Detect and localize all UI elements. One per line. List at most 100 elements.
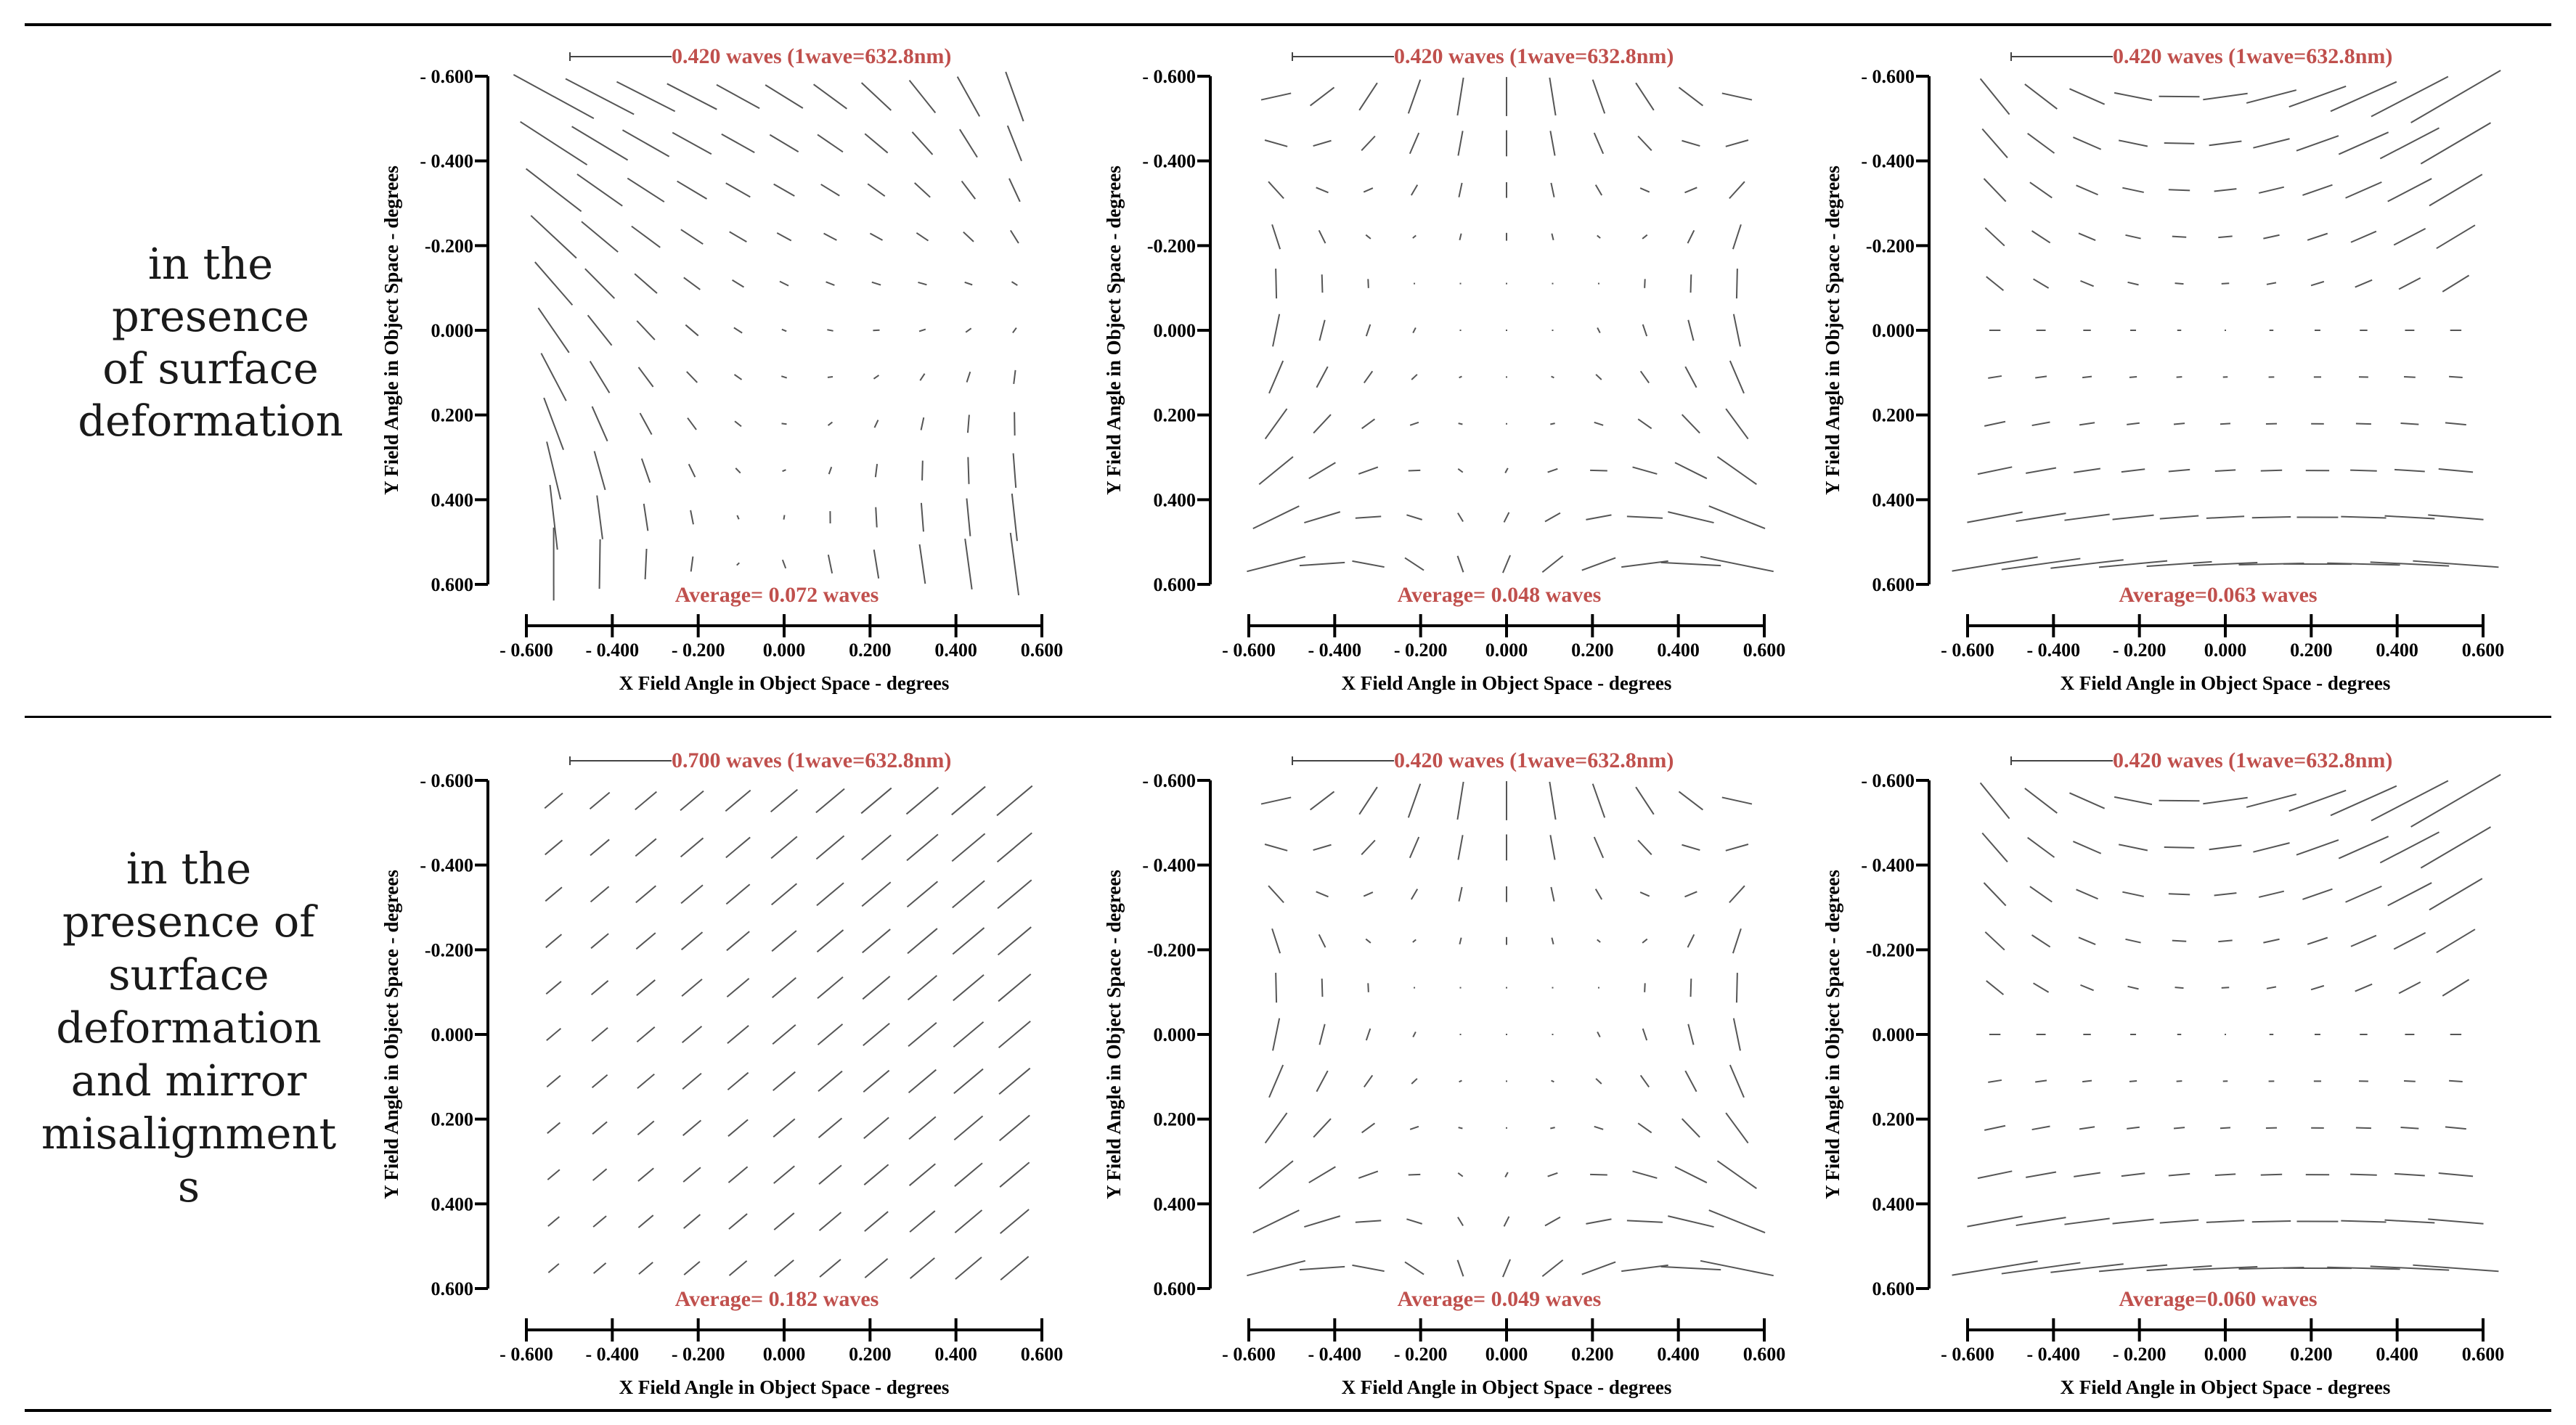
vector-mark xyxy=(2379,127,2440,160)
vector-mark xyxy=(728,1213,748,1230)
vector-mark xyxy=(1700,1259,1774,1277)
vector-mark xyxy=(1456,555,1464,573)
vector-mark xyxy=(1637,418,1652,430)
vector-mark xyxy=(1986,980,2005,995)
y-tick-label: 0.400 xyxy=(1154,1193,1197,1214)
vector-mark xyxy=(627,177,665,203)
x-tick-label: - 0.400 xyxy=(585,640,639,661)
x-tick-label: 0.600 xyxy=(2462,640,2505,661)
y-tick-label: -0.200 xyxy=(1147,939,1196,960)
vector-mark xyxy=(1318,229,1326,244)
vector-mark xyxy=(2027,837,2055,858)
vector-mark xyxy=(690,510,694,525)
vector-mark xyxy=(576,173,623,207)
vector-mark xyxy=(1681,1118,1700,1138)
x-tick-label: 0.000 xyxy=(1485,640,1528,661)
vector-mark xyxy=(816,882,844,907)
vector-mark xyxy=(965,327,972,333)
vector-mark xyxy=(2220,1127,2231,1130)
vector-mark xyxy=(2033,982,2050,993)
vector-mark xyxy=(1409,1125,1419,1130)
vector-mark xyxy=(2127,281,2139,286)
vector-mark xyxy=(864,1258,889,1278)
x-tick-label: 0.200 xyxy=(1571,1344,1614,1365)
vector-mark xyxy=(1456,781,1464,820)
vector-mark xyxy=(863,1069,890,1093)
vector-mark xyxy=(2436,224,2476,250)
vector-mark xyxy=(1981,832,2008,862)
vector-mark xyxy=(1009,532,1020,596)
vector-mark xyxy=(2031,230,2051,244)
vector-mark xyxy=(545,934,563,949)
vector-mark xyxy=(1459,375,1462,379)
vector-mark xyxy=(2400,422,2419,425)
vector-mark xyxy=(1668,511,1714,524)
vector-mark xyxy=(1409,836,1420,859)
vector-mark xyxy=(1632,1170,1658,1179)
vector-mark xyxy=(2307,232,2328,241)
vector-mark xyxy=(1457,513,1464,523)
vector-mark xyxy=(770,788,799,813)
vector-mark xyxy=(1410,889,1419,900)
vector-mark xyxy=(954,1162,983,1187)
vector-mark xyxy=(2350,934,2377,947)
vector-mark xyxy=(1409,132,1420,155)
y-tick-label: 0.000 xyxy=(431,320,474,341)
y-axis-label: Y Field Angle in Object Space - degrees xyxy=(1822,870,1843,1199)
vector-mark xyxy=(2173,1127,2185,1130)
vector-mark xyxy=(683,277,701,290)
vector-mark xyxy=(616,81,676,113)
y-tick-label: 0.600 xyxy=(1154,574,1197,595)
vector-mark xyxy=(2214,892,2237,897)
vector-mark xyxy=(2310,280,2325,287)
vector-mark xyxy=(2035,1079,2047,1083)
vector-mark xyxy=(2307,936,2328,945)
vector-mark xyxy=(2218,939,2233,943)
vector-mark xyxy=(1316,187,1329,194)
vector-mark xyxy=(1729,181,1745,200)
x-tick-label: 0.000 xyxy=(1485,1344,1528,1365)
vector-mark xyxy=(2345,885,2382,903)
vector-mark xyxy=(2429,173,2483,207)
vector-mark xyxy=(681,979,703,997)
vector-mark xyxy=(1984,1124,2006,1131)
vector-mark xyxy=(1621,1264,1668,1273)
row-label-deformation-misalignment: in the presence of surface deformation a… xyxy=(36,842,341,1213)
vector-mark xyxy=(920,502,924,532)
vector-mark xyxy=(1586,514,1612,520)
vector-mark xyxy=(1458,182,1463,197)
vector-mark xyxy=(2218,235,2233,239)
vector-mark xyxy=(643,503,649,531)
vector-mark xyxy=(2159,1219,2199,1224)
vector-mark xyxy=(2029,181,2053,199)
vector-mark xyxy=(2338,836,2389,860)
vector-mark xyxy=(1595,1078,1602,1085)
vector-mark xyxy=(591,1026,608,1042)
vector-mark xyxy=(2206,515,2245,519)
vector-mark xyxy=(2398,277,2421,290)
vector-mark xyxy=(1352,560,1385,568)
vector-mark xyxy=(863,1116,889,1139)
vector-mark xyxy=(813,83,847,110)
vector-mark xyxy=(1012,327,1017,334)
vector-mark xyxy=(639,412,653,436)
vector-field-plot: 0.600 0.400 0.200 0.000 -0.200 - 0.400 - 0.600… xyxy=(1822,44,2504,694)
x-tick-label: - 0.600 xyxy=(1222,1344,1276,1365)
vector-mark xyxy=(1412,234,1417,239)
x-axis-label: X Field Angle in Object Space - degrees xyxy=(1342,672,1672,694)
y-axis-label: Y Field Angle in Object Space - degrees xyxy=(1822,166,1843,495)
vector-mark xyxy=(820,184,840,197)
vector-mark xyxy=(1983,178,2007,203)
vector-mark xyxy=(1549,835,1556,860)
vector-mark xyxy=(1361,135,1376,151)
table-middle-rule xyxy=(25,716,2551,718)
vector-mark xyxy=(2050,559,2124,569)
vector-mark xyxy=(815,835,845,860)
vector-mark xyxy=(2079,422,2095,426)
vector-mark xyxy=(1708,1209,1766,1234)
vector-mark xyxy=(2146,1265,2212,1272)
vector-mark xyxy=(1011,281,1018,286)
x-tick-label: - 0.400 xyxy=(1308,640,1361,661)
vector-mark xyxy=(954,1209,983,1233)
y-tick-label: 0.600 xyxy=(431,1278,474,1299)
